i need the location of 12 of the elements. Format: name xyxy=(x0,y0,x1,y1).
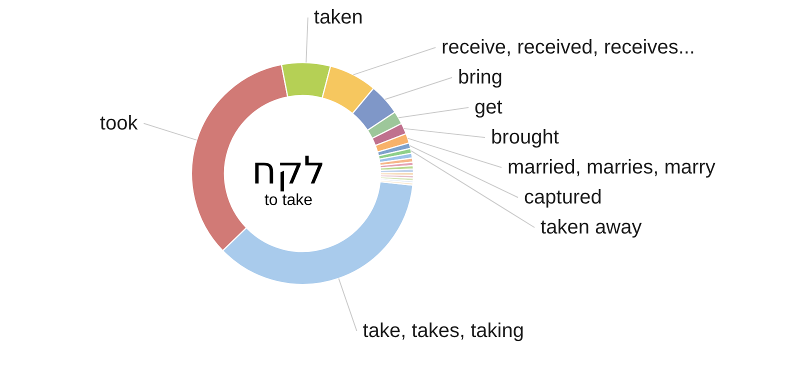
slice-label: take, takes, taking xyxy=(362,320,524,342)
slice-label: married, marries, marry xyxy=(508,156,716,178)
text: to take xyxy=(264,192,313,209)
text: לקח xyxy=(252,148,326,192)
slice-label: taken away xyxy=(540,216,642,238)
slice-label: took xyxy=(100,112,139,134)
slice-label: captured xyxy=(524,186,602,208)
slice-label: receive, received, receives... xyxy=(442,36,695,58)
slice-label: get xyxy=(474,96,503,118)
slice-label: bring xyxy=(458,66,503,88)
slice-label: taken xyxy=(314,6,363,28)
slice-label: brought xyxy=(491,126,560,148)
